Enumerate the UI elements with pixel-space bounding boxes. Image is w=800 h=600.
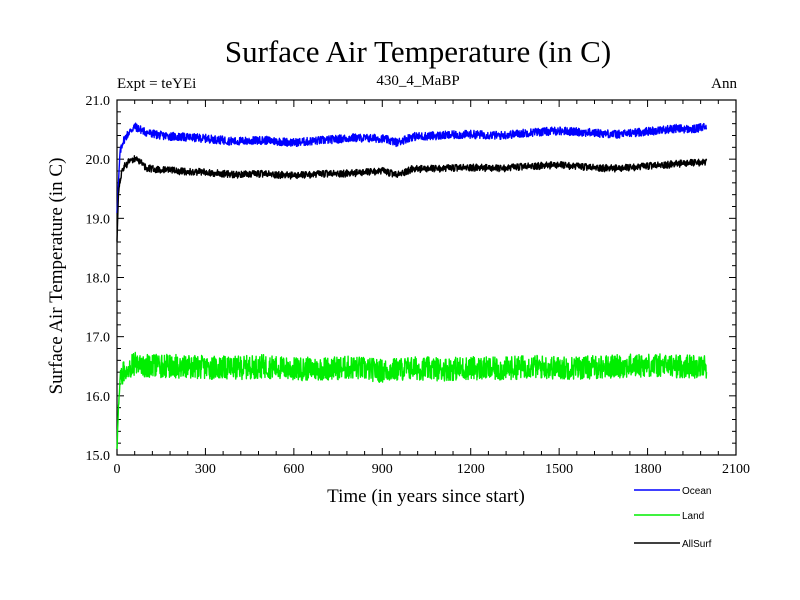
data-series: [116, 122, 708, 450]
x-tick-label: 900: [372, 462, 393, 477]
y-tick-label: 16.0: [86, 390, 111, 405]
season-label: Ann: [711, 76, 737, 92]
legend-label-land: Land: [682, 511, 704, 522]
axis-ticks: 0 300 600 900 1200 1500 1800 2100 15.0 16.0 17.0 18…: [86, 94, 751, 477]
chart-subtitle: 430_4_MaBP: [376, 73, 459, 89]
chart-title: Surface Air Temperature (in C): [225, 34, 611, 69]
x-axis-label: Time (in years since start): [327, 486, 525, 507]
y-tick-label: 17.0: [86, 331, 111, 346]
plot-area-frame: [116, 99, 737, 456]
series-line-allsurf: [116, 155, 708, 242]
y-axis-label: Surface Air Temperature (in C): [46, 158, 67, 395]
y-tick-label: 15.0: [86, 449, 111, 464]
x-tick-label: 2100: [722, 462, 750, 477]
series-line-land: [116, 351, 708, 450]
x-tick-label: 600: [283, 462, 304, 477]
legend: Ocean Land AllSurf: [634, 486, 712, 550]
series-line-ocean: [116, 122, 708, 214]
y-tick-label: 19.0: [86, 212, 111, 227]
x-tick-label: 300: [195, 462, 216, 477]
experiment-label: Expt = teYEi: [117, 76, 196, 92]
y-tick-label: 21.0: [86, 94, 111, 109]
legend-label-ocean: Ocean: [682, 486, 711, 497]
x-tick-label: 0: [114, 462, 121, 477]
y-tick-label: 18.0: [86, 272, 111, 287]
y-tick-label: 20.0: [86, 153, 111, 168]
x-tick-label: 1500: [545, 462, 573, 477]
legend-label-allsurf: AllSurf: [682, 539, 712, 550]
x-tick-label: 1800: [634, 462, 662, 477]
x-tick-label: 1200: [457, 462, 485, 477]
